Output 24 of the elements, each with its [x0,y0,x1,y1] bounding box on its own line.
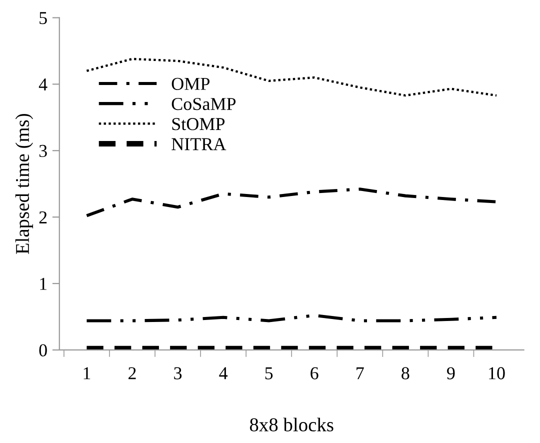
x-tick-label: 3 [174,367,182,380]
x-tick-label: 9 [447,367,455,380]
legend-label: OMP [172,78,210,90]
y-tick-label: 1 [40,278,47,290]
x-tick-label: 1 [84,367,90,380]
y-tick-label: 2 [39,211,47,224]
x-tick-label: 6 [310,367,318,380]
legend-label: CoSaMP [172,98,236,110]
x-tick-label: 7 [356,367,364,380]
line-series [86,58,498,97]
x-tick-label: 5 [265,367,273,380]
y-tick-label: 5 [40,12,47,24]
y-tick-label: 3 [39,144,47,158]
y-tick-label: 4 [38,78,48,90]
x-tick-label: 8 [402,367,410,380]
x-tick-label: 4 [219,367,228,380]
legend-label: NITRA [172,138,226,150]
y-axis-title: Elapsed time (ms) [15,114,34,254]
x-axis-title: 8x8 blocks [250,418,334,432]
y-tick-label: 0 [39,344,47,356]
line-series [85,188,498,218]
legend-label: StOMP [172,118,225,130]
x-tick-label: 2 [128,367,136,380]
x-tick-label: 10 [489,367,505,380]
